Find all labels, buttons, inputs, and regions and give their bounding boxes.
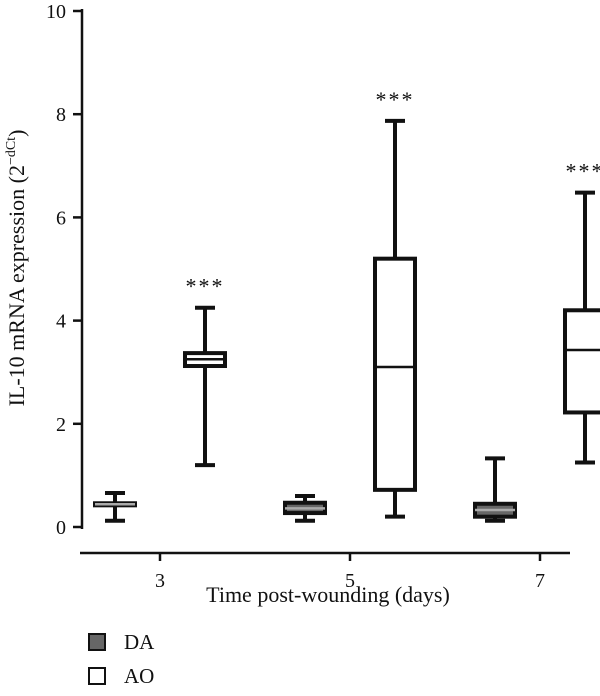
box-da-day-7 xyxy=(475,458,515,520)
legend-swatch-da xyxy=(88,633,106,651)
y-axis-title-main: IL-10 mRNA expression (2 xyxy=(4,165,29,406)
y-tick-label: 8 xyxy=(56,104,66,126)
x-tick-label: 3 xyxy=(155,570,165,592)
y-tick-label: 4 xyxy=(56,311,66,333)
significance-marker: *** xyxy=(566,159,600,184)
y-tick-label: 2 xyxy=(56,414,66,436)
x-axis-title: Time post-wounding (days) xyxy=(206,582,450,607)
y-axis: 0 2 4 6 8 10 xyxy=(46,1,82,539)
box-da-day-3 xyxy=(95,493,135,521)
y-tick-label: 0 xyxy=(56,517,66,539)
legend-label-ao: AO xyxy=(124,664,154,689)
box-da-day-5 xyxy=(285,496,325,521)
y-axis-title-sup: −dCt xyxy=(4,137,19,165)
legend-item-da: DA xyxy=(88,628,154,656)
box-ao-day-7 xyxy=(565,193,600,463)
legend-swatch-ao xyxy=(88,667,106,685)
y-tick-label: 10 xyxy=(46,1,66,23)
y-axis-title: IL-10 mRNA expression (2−dCt) xyxy=(4,130,29,407)
box-iqr xyxy=(375,259,415,490)
significance-marker: *** xyxy=(376,87,415,112)
x-tick-label: 7 xyxy=(535,570,545,592)
y-tick-label: 6 xyxy=(56,207,66,229)
y-axis-title-close: ) xyxy=(4,130,29,137)
box-ao-day-3 xyxy=(185,308,225,465)
box-plot-marks xyxy=(95,121,600,521)
box-ao-day-5 xyxy=(375,121,415,517)
box-iqr xyxy=(565,310,600,412)
significance-marker: *** xyxy=(186,274,225,299)
legend-label-da: DA xyxy=(124,630,154,655)
